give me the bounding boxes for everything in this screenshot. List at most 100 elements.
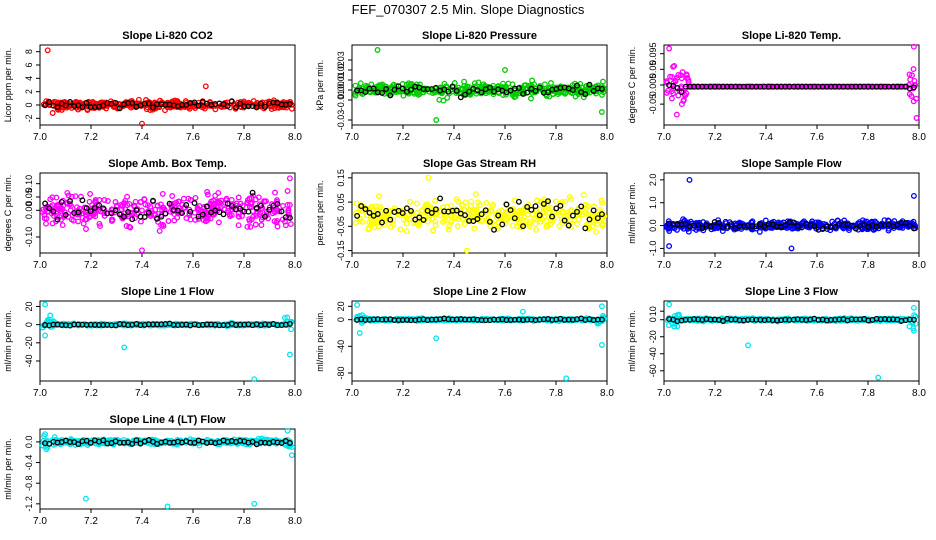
data-point (471, 225, 478, 232)
outlier-point (284, 314, 291, 321)
data-point (284, 427, 291, 434)
data-point (228, 196, 235, 203)
data-point (274, 223, 281, 230)
reference-point (374, 211, 381, 217)
data-point (195, 206, 202, 213)
y-tick-label: 0.02 (336, 61, 346, 79)
data-point (553, 198, 559, 205)
x-tick-label: 7.2 (708, 260, 722, 271)
outlier-point (666, 301, 673, 308)
reference-point (674, 85, 681, 91)
data-point (473, 213, 480, 220)
data-point (568, 206, 575, 213)
outlier-point (875, 374, 882, 381)
data-point (123, 223, 130, 229)
scatter-points (39, 427, 296, 510)
data-point (511, 91, 518, 98)
y-tick-label: -40 (24, 354, 34, 367)
outlier-point (666, 45, 673, 52)
reference-point (191, 99, 198, 106)
data-point (208, 198, 215, 205)
data-point (282, 222, 289, 229)
data-point (253, 212, 260, 219)
x-tick-label: 7.8 (861, 132, 875, 143)
reference-point (87, 208, 94, 215)
y-axis-label: ml/min per min. (3, 310, 13, 372)
outlier-point (286, 351, 293, 358)
data-point (352, 82, 359, 89)
data-point (186, 212, 193, 218)
data-point (281, 314, 288, 321)
data-point (159, 221, 166, 228)
y-axis-label: ml/min per min. (627, 310, 637, 372)
outlier-point (671, 323, 678, 330)
y-axis-label: degrees C per min. (3, 175, 13, 252)
x-tick-label: 8.0 (600, 132, 614, 143)
panel-title: Slope Line 2 Flow (433, 286, 526, 298)
x-tick-label: 7.2 (84, 516, 98, 527)
reference-point (578, 203, 585, 210)
x-tick-label: 7.6 (498, 260, 512, 271)
outlier-point (673, 111, 680, 118)
data-point (55, 106, 62, 113)
data-point (235, 210, 242, 217)
x-tick-label: 7.4 (759, 388, 773, 399)
data-point (906, 323, 913, 330)
data-point (122, 206, 129, 213)
data-point (455, 198, 461, 205)
outlier-point (251, 376, 258, 383)
reference-point (428, 209, 435, 216)
data-point (665, 218, 672, 225)
reference-point (83, 99, 90, 106)
data-point (258, 216, 265, 223)
x-tick-label: 7.0 (345, 388, 359, 399)
plot-frame (39, 300, 296, 382)
reference-point (528, 206, 535, 213)
data-point (491, 221, 497, 228)
reference-point (42, 102, 49, 109)
data-point (54, 203, 61, 210)
reference-point (42, 200, 49, 207)
x-tick-label: 8.0 (600, 260, 614, 271)
data-point (58, 207, 65, 214)
data-point (272, 189, 278, 196)
data-point (448, 217, 455, 224)
data-point (829, 218, 836, 225)
reference-point (594, 215, 601, 222)
data-point (271, 218, 278, 225)
data-point (665, 225, 672, 232)
reference-point (62, 102, 69, 109)
x-tick-label: 7.0 (33, 132, 47, 143)
reference-point (511, 215, 518, 222)
data-point (458, 202, 465, 208)
reference-point (199, 211, 206, 218)
reference-point (852, 225, 859, 232)
data-point (287, 221, 294, 228)
reference-point (191, 200, 198, 207)
reference-point (545, 198, 551, 205)
data-point (215, 219, 222, 226)
scatter-points (40, 47, 295, 127)
data-point (58, 106, 65, 113)
data-point (141, 196, 148, 203)
data-point (353, 200, 360, 207)
reference-point (453, 207, 460, 214)
data-point (746, 315, 753, 322)
data-point (261, 198, 267, 205)
reference-point (549, 213, 556, 220)
scatter-points (39, 301, 295, 383)
reference-point (532, 203, 539, 210)
outlier-point (463, 247, 470, 254)
reference-point (129, 216, 136, 223)
reference-point (399, 85, 406, 92)
reference-point (391, 86, 398, 93)
reference-point (100, 437, 107, 444)
outlier-point (82, 495, 89, 502)
y-tick-label: -2 (24, 114, 34, 122)
data-point (403, 214, 410, 221)
y-tick-label: 0 (24, 322, 34, 327)
data-point (572, 93, 579, 100)
